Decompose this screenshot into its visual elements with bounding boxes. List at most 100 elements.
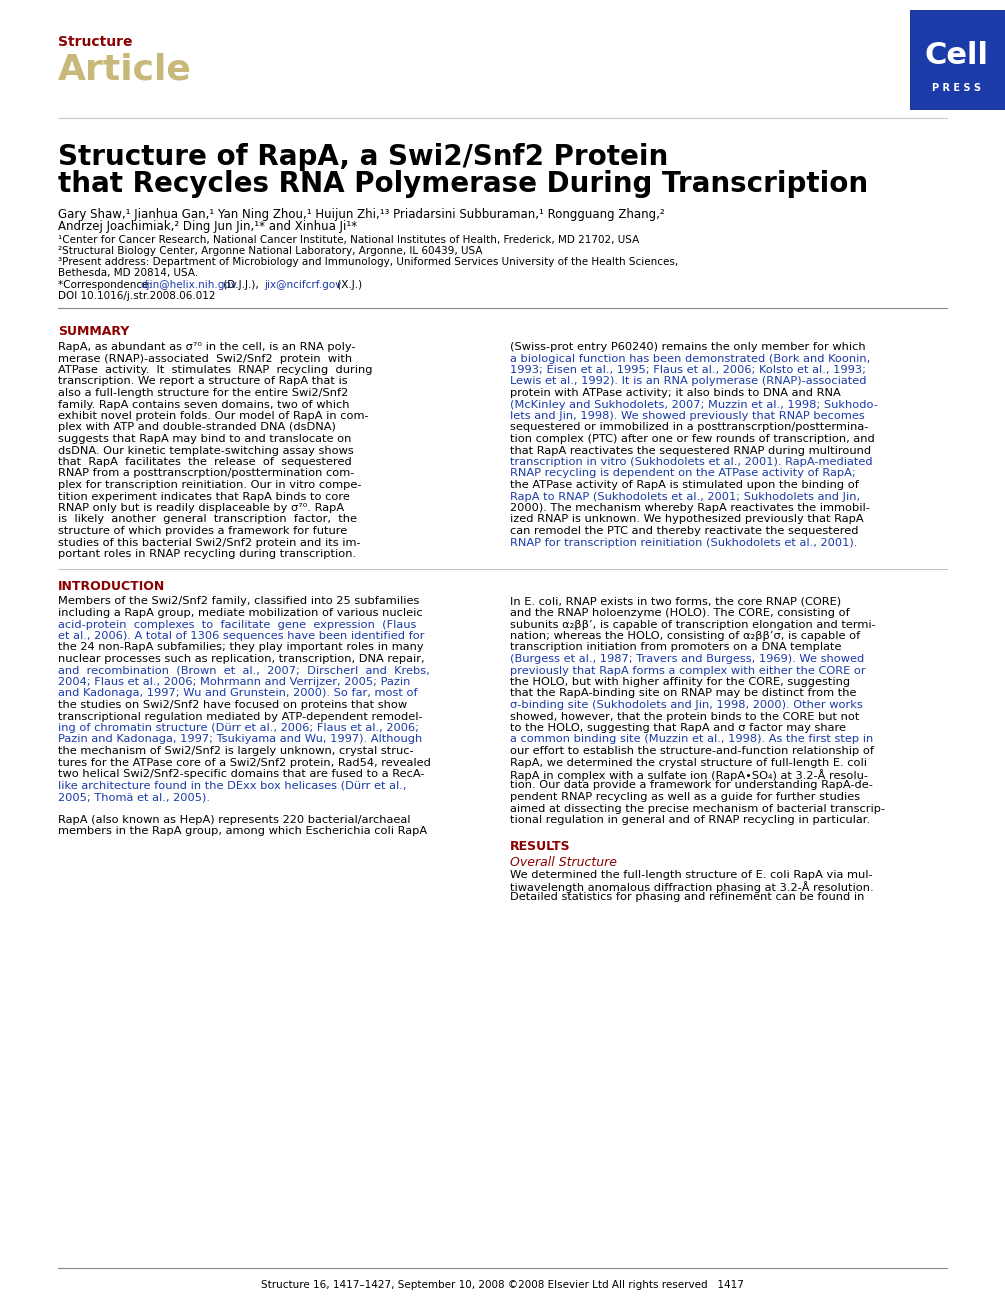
Text: 2004; Flaus et al., 2006; Mohrmann and Verrijzer, 2005; Pazin: 2004; Flaus et al., 2006; Mohrmann and V…: [58, 677, 410, 686]
Text: protein with ATPase activity; it also binds to DNA and RNA: protein with ATPase activity; it also bi…: [510, 388, 841, 398]
Text: et al., 2006). A total of 1306 sequences have been identified for: et al., 2006). A total of 1306 sequences…: [58, 632, 424, 641]
Text: studies of this bacterial Swi2/Snf2 protein and its im-: studies of this bacterial Swi2/Snf2 prot…: [58, 538, 361, 548]
Text: previously that RapA forms a complex with either the CORE or: previously that RapA forms a complex wit…: [510, 666, 865, 676]
Text: INTRODUCTION: INTRODUCTION: [58, 581, 165, 594]
Text: the ATPase activity of RapA is stimulated upon the binding of: the ATPase activity of RapA is stimulate…: [510, 480, 859, 489]
Text: SUMMARY: SUMMARY: [58, 325, 130, 338]
Text: and  recombination  (Brown  et  al.,  2007;  Dirscherl  and  Krebs,: and recombination (Brown et al., 2007; D…: [58, 666, 430, 676]
Text: jix@ncifcrf.gov: jix@ncifcrf.gov: [264, 281, 342, 290]
Text: two helical Swi2/Snf2-specific domains that are fused to a RecA-: two helical Swi2/Snf2-specific domains t…: [58, 769, 424, 779]
Text: 1993; Eisen et al., 1995; Flaus et al., 2006; Kolsto et al., 1993;: 1993; Eisen et al., 1995; Flaus et al., …: [510, 365, 866, 375]
Text: Gary Shaw,¹ Jianhua Gan,¹ Yan Ning Zhou,¹ Huijun Zhi,¹³ Priadarsini Subburaman,¹: Gary Shaw,¹ Jianhua Gan,¹ Yan Ning Zhou,…: [58, 207, 664, 221]
Text: Cell: Cell: [925, 40, 989, 69]
Text: lets and Jin, 1998). We showed previously that RNAP becomes: lets and Jin, 1998). We showed previousl…: [510, 411, 864, 422]
Text: RNAP only but is readily displaceable by σ⁷⁰. RapA: RNAP only but is readily displaceable by…: [58, 502, 344, 513]
Text: transcriptional regulation mediated by ATP-dependent remodel-: transcriptional regulation mediated by A…: [58, 711, 423, 722]
Text: ²Structural Biology Center, Argonne National Laboratory, Argonne, IL 60439, USA: ²Structural Biology Center, Argonne Nati…: [58, 247, 482, 256]
Text: subunits α₂ββ’, is capable of transcription elongation and termi-: subunits α₂ββ’, is capable of transcript…: [510, 620, 875, 629]
Text: the 24 non-RapA subfamilies; they play important roles in many: the 24 non-RapA subfamilies; they play i…: [58, 642, 424, 652]
Text: Structure of RapA, a Swi2/Snf2 Protein: Structure of RapA, a Swi2/Snf2 Protein: [58, 144, 668, 171]
Text: sequestered or immobilized in a posttranscrption/posttermina-: sequestered or immobilized in a posttran…: [510, 423, 868, 432]
Text: members in the RapA group, among which Escherichia coli RapA: members in the RapA group, among which E…: [58, 826, 427, 837]
Text: RapA (also known as HepA) represents 220 bacterial/archaeal: RapA (also known as HepA) represents 220…: [58, 816, 410, 825]
Text: suggests that RapA may bind to and translocate on: suggests that RapA may bind to and trans…: [58, 435, 352, 444]
Text: RapA, we determined the crystal structure of full-length E. coli: RapA, we determined the crystal structur…: [510, 757, 867, 767]
Text: RNAP from a posttranscrption/posttermination com-: RNAP from a posttranscrption/posttermina…: [58, 468, 355, 479]
Text: Pazin and Kadonaga, 1997; Tsukiyama and Wu, 1997). Although: Pazin and Kadonaga, 1997; Tsukiyama and …: [58, 735, 422, 744]
Text: ized RNAP is unknown. We hypothesized previously that RapA: ized RNAP is unknown. We hypothesized pr…: [510, 514, 863, 525]
Text: and Kadonaga, 1997; Wu and Grunstein, 2000). So far, most of: and Kadonaga, 1997; Wu and Grunstein, 20…: [58, 689, 418, 698]
Text: Detailed statistics for phasing and refinement can be found in: Detailed statistics for phasing and refi…: [510, 893, 864, 903]
Text: ³Present address: Department of Microbiology and Immunology, Uniformed Services : ³Present address: Department of Microbio…: [58, 257, 678, 268]
Text: RapA in complex with a sulfate ion (RapA•SO₄) at 3.2-Å resolu-: RapA in complex with a sulfate ion (RapA…: [510, 769, 868, 780]
Text: σ-binding site (Sukhodolets and Jin, 1998, 2000). Other works: σ-binding site (Sukhodolets and Jin, 199…: [510, 699, 862, 710]
Text: dsDNA. Our kinetic template-switching assay shows: dsDNA. Our kinetic template-switching as…: [58, 445, 354, 455]
Text: RapA, as abundant as σ⁷⁰ in the cell, is an RNA poly-: RapA, as abundant as σ⁷⁰ in the cell, is…: [58, 342, 356, 352]
Text: Bethesda, MD 20814, USA.: Bethesda, MD 20814, USA.: [58, 268, 198, 278]
Text: structure of which provides a framework for future: structure of which provides a framework …: [58, 526, 348, 536]
Text: (D.J.J.),: (D.J.J.),: [220, 281, 262, 290]
Text: RNAP recycling is dependent on the ATPase activity of RapA;: RNAP recycling is dependent on the ATPas…: [510, 468, 855, 479]
Text: that the RapA-binding site on RNAP may be distinct from the: that the RapA-binding site on RNAP may b…: [510, 689, 856, 698]
Text: Article: Article: [58, 52, 192, 86]
Text: transcription. We report a structure of RapA that is: transcription. We report a structure of …: [58, 377, 348, 386]
Text: Overall Structure: Overall Structure: [510, 856, 617, 869]
Text: (McKinley and Sukhodolets, 2007; Muzzin et al., 1998; Sukhodo-: (McKinley and Sukhodolets, 2007; Muzzin …: [510, 399, 878, 410]
Text: and the RNAP holoenzyme (HOLO). The CORE, consisting of: and the RNAP holoenzyme (HOLO). The CORE…: [510, 608, 850, 619]
Text: tion. Our data provide a framework for understanding RapA-de-: tion. Our data provide a framework for u…: [510, 780, 873, 791]
Text: RNAP for transcription reinitiation (Sukhodolets et al., 2001).: RNAP for transcription reinitiation (Suk…: [510, 538, 857, 548]
Text: (Burgess et al., 1987; Travers and Burgess, 1969). We showed: (Burgess et al., 1987; Travers and Burge…: [510, 654, 864, 664]
Text: showed, however, that the protein binds to the CORE but not: showed, however, that the protein binds …: [510, 711, 859, 722]
Text: transcription in vitro (Sukhodolets et al., 2001). RapA-mediated: transcription in vitro (Sukhodolets et a…: [510, 457, 872, 467]
Text: that Recycles RNA Polymerase During Transcription: that Recycles RNA Polymerase During Tran…: [58, 170, 868, 198]
Text: exhibit novel protein folds. Our model of RapA in com-: exhibit novel protein folds. Our model o…: [58, 411, 369, 422]
Text: that RapA reactivates the sequestered RNAP during multiround: that RapA reactivates the sequestered RN…: [510, 445, 871, 455]
Text: tion complex (PTC) after one or few rounds of transcription, and: tion complex (PTC) after one or few roun…: [510, 435, 874, 444]
Text: Members of the Swi2/Snf2 family, classified into 25 subfamilies: Members of the Swi2/Snf2 family, classif…: [58, 596, 419, 607]
Bar: [910, 10, 1005, 110]
Text: tiwavelength anomalous diffraction phasing at 3.2-Å resolution.: tiwavelength anomalous diffraction phasi…: [510, 881, 873, 893]
Text: RapA to RNAP (Sukhodolets et al., 2001; Sukhodolets and Jin,: RapA to RNAP (Sukhodolets et al., 2001; …: [510, 492, 860, 501]
Text: family. RapA contains seven domains, two of which: family. RapA contains seven domains, two…: [58, 399, 350, 410]
Text: plex for transcription reinitiation. Our in vitro compe-: plex for transcription reinitiation. Our…: [58, 480, 362, 489]
Text: DOI 10.1016/j.str.2008.06.012: DOI 10.1016/j.str.2008.06.012: [58, 291, 215, 301]
Text: including a RapA group, mediate mobilization of various nucleic: including a RapA group, mediate mobiliza…: [58, 608, 423, 619]
Text: a common binding site (Muzzin et al., 1998). As the first step in: a common binding site (Muzzin et al., 19…: [510, 735, 873, 744]
Text: the mechanism of Swi2/Snf2 is largely unknown, crystal struc-: the mechanism of Swi2/Snf2 is largely un…: [58, 746, 414, 756]
Text: a biological function has been demonstrated (Bork and Koonin,: a biological function has been demonstra…: [510, 354, 870, 364]
Text: 2005; Thomä et al., 2005).: 2005; Thomä et al., 2005).: [58, 792, 210, 803]
Text: tures for the ATPase core of a Swi2/Snf2 protein, Rad54, revealed: tures for the ATPase core of a Swi2/Snf2…: [58, 757, 431, 767]
Text: can remodel the PTC and thereby reactivate the sequestered: can remodel the PTC and thereby reactiva…: [510, 526, 858, 536]
Text: 2000). The mechanism whereby RapA reactivates the immobil-: 2000). The mechanism whereby RapA reacti…: [510, 502, 870, 513]
Text: aimed at dissecting the precise mechanism of bacterial transcrip-: aimed at dissecting the precise mechanis…: [510, 804, 885, 813]
Text: ATPase  activity.  It  stimulates  RNAP  recycling  during: ATPase activity. It stimulates RNAP recy…: [58, 365, 373, 375]
Text: Lewis et al., 1992). It is an RNA polymerase (RNAP)-associated: Lewis et al., 1992). It is an RNA polyme…: [510, 377, 866, 386]
Text: our effort to establish the structure-and-function relationship of: our effort to establish the structure-an…: [510, 746, 874, 756]
Text: *Correspondence:: *Correspondence:: [58, 281, 156, 290]
Text: Structure: Structure: [58, 35, 133, 50]
Text: RESULTS: RESULTS: [510, 840, 571, 853]
Text: Structure 16, 1417–1427, September 10, 2008 ©2008 Elsevier Ltd All rights reserv: Structure 16, 1417–1427, September 10, 2…: [260, 1280, 744, 1291]
Text: is  likely  another  general  transcription  factor,  the: is likely another general transcription …: [58, 514, 357, 525]
Text: P R E S S: P R E S S: [933, 84, 982, 93]
Text: ing of chromatin structure (Dürr et al., 2006; Flaus et al., 2006;: ing of chromatin structure (Dürr et al.,…: [58, 723, 419, 733]
Text: pendent RNAP recycling as well as a guide for further studies: pendent RNAP recycling as well as a guid…: [510, 792, 860, 803]
Text: Andrzej Joachimiak,² Ding Jun Jin,¹* and Xinhua Ji¹*: Andrzej Joachimiak,² Ding Jun Jin,¹* and…: [58, 221, 357, 234]
Text: the studies on Swi2/Snf2 have focused on proteins that show: the studies on Swi2/Snf2 have focused on…: [58, 699, 407, 710]
Text: ¹Center for Cancer Research, National Cancer Institute, National Institutes of H: ¹Center for Cancer Research, National Ca…: [58, 235, 639, 245]
Text: like architecture found in the DExx box helicases (Dürr et al.,: like architecture found in the DExx box …: [58, 780, 406, 791]
Text: merase (RNAP)-associated  Swi2/Snf2  protein  with: merase (RNAP)-associated Swi2/Snf2 prote…: [58, 354, 352, 364]
Text: to the HOLO, suggesting that RapA and σ factor may share: to the HOLO, suggesting that RapA and σ …: [510, 723, 846, 733]
Text: nuclear processes such as replication, transcription, DNA repair,: nuclear processes such as replication, t…: [58, 654, 425, 664]
Text: that  RapA  facilitates  the  release  of  sequestered: that RapA facilitates the release of seq…: [58, 457, 352, 467]
Text: transcription initiation from promoters on a DNA template: transcription initiation from promoters …: [510, 642, 841, 652]
Text: the HOLO, but with higher affinity for the CORE, suggesting: the HOLO, but with higher affinity for t…: [510, 677, 850, 686]
Text: acid-protein  complexes  to  facilitate  gene  expression  (Flaus: acid-protein complexes to facilitate gen…: [58, 620, 416, 629]
Text: (Swiss-prot entry P60240) remains the only member for which: (Swiss-prot entry P60240) remains the on…: [510, 342, 865, 352]
Text: We determined the full-length structure of E. coli RapA via mul-: We determined the full-length structure …: [510, 869, 872, 880]
Text: tional regulation in general and of RNAP recycling in particular.: tional regulation in general and of RNAP…: [510, 816, 870, 825]
Text: plex with ATP and double-stranded DNA (dsDNA): plex with ATP and double-stranded DNA (d…: [58, 423, 336, 432]
Text: (X.J.): (X.J.): [334, 281, 362, 290]
Text: nation; whereas the HOLO, consisting of α₂ββ’σ, is capable of: nation; whereas the HOLO, consisting of …: [510, 632, 860, 641]
Text: In E. coli, RNAP exists in two forms, the core RNAP (CORE): In E. coli, RNAP exists in two forms, th…: [510, 596, 841, 607]
